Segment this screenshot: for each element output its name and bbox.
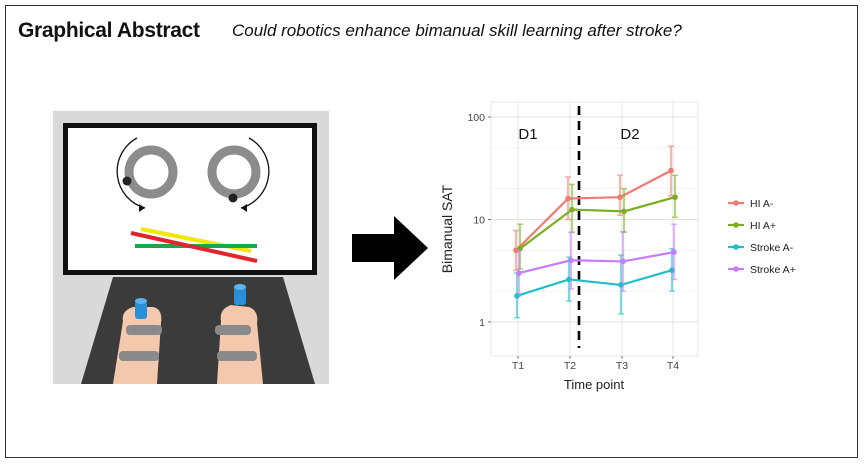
- page-subtitle: Could robotics enhance bimanual skill le…: [232, 21, 682, 40]
- robot-handle-icon: [135, 301, 147, 319]
- data-point: [668, 167, 674, 174]
- hand-icon: [215, 284, 263, 384]
- data-point: [620, 258, 626, 265]
- curved-arrow-icon: [116, 137, 146, 212]
- data-point: [621, 208, 627, 215]
- monitor-icon: [63, 123, 317, 275]
- bimanual-task-illustration: [53, 111, 329, 384]
- legend-swatch-point: [733, 244, 739, 250]
- bimanual-sat-chart: D1 D2 1 10 100 T1 T2 T3 T4 Time point Bimanual …: [439, 101, 796, 392]
- data-point: [671, 249, 677, 255]
- ring-target-icon: [207, 145, 261, 203]
- series-layer: [513, 145, 678, 319]
- annotation-d2: D2: [620, 126, 639, 143]
- series-line: [519, 196, 676, 250]
- data-point: [568, 257, 574, 264]
- y-tick-label: 1: [479, 317, 485, 329]
- annotations: D1 D2: [518, 106, 640, 348]
- hand-icon: [113, 298, 162, 384]
- right-arrow-icon: [352, 216, 428, 280]
- axes: 1 10 100 T1 T2 T3 T4: [467, 112, 679, 372]
- legend-swatch-point: [733, 266, 739, 272]
- feedback-bars: [130, 227, 258, 263]
- y-tick-label: 100: [467, 112, 485, 124]
- legend-label: Stroke A-: [750, 242, 794, 254]
- x-tick-label: T3: [616, 360, 628, 372]
- x-tick-label: T1: [512, 360, 524, 372]
- series-line: [515, 169, 672, 252]
- legend-swatch-point: [733, 200, 739, 206]
- annotation-d1: D1: [518, 126, 537, 143]
- x-tick-label: T2: [564, 360, 576, 372]
- ring-target-icon: [122, 145, 178, 199]
- legend: HI A- HI A+ Stroke A- Stroke A+: [728, 198, 796, 276]
- data-point: [565, 195, 571, 202]
- y-axis-label: Bimanual SAT: [439, 184, 455, 273]
- legend-label: Stroke A+: [750, 264, 796, 276]
- data-point: [617, 194, 623, 201]
- series-line: [516, 269, 673, 297]
- curved-arrow-icon: [240, 137, 270, 212]
- x-axis-label: Time point: [564, 377, 625, 392]
- x-tick-label: T4: [667, 360, 679, 372]
- series-line: [518, 251, 675, 275]
- data-point: [569, 206, 575, 213]
- legend-label: HI A+: [750, 220, 776, 232]
- data-point: [516, 270, 522, 276]
- data-point: [672, 194, 678, 201]
- series-stroke-a-: [516, 223, 677, 297]
- y-tick-label: 10: [473, 215, 485, 227]
- legend-swatch-point: [733, 222, 739, 228]
- legend-label: HI A-: [750, 198, 774, 210]
- plot-panel: [490, 101, 699, 357]
- robot-handle-icon: [234, 287, 246, 305]
- page-title: Graphical Abstract: [18, 19, 200, 42]
